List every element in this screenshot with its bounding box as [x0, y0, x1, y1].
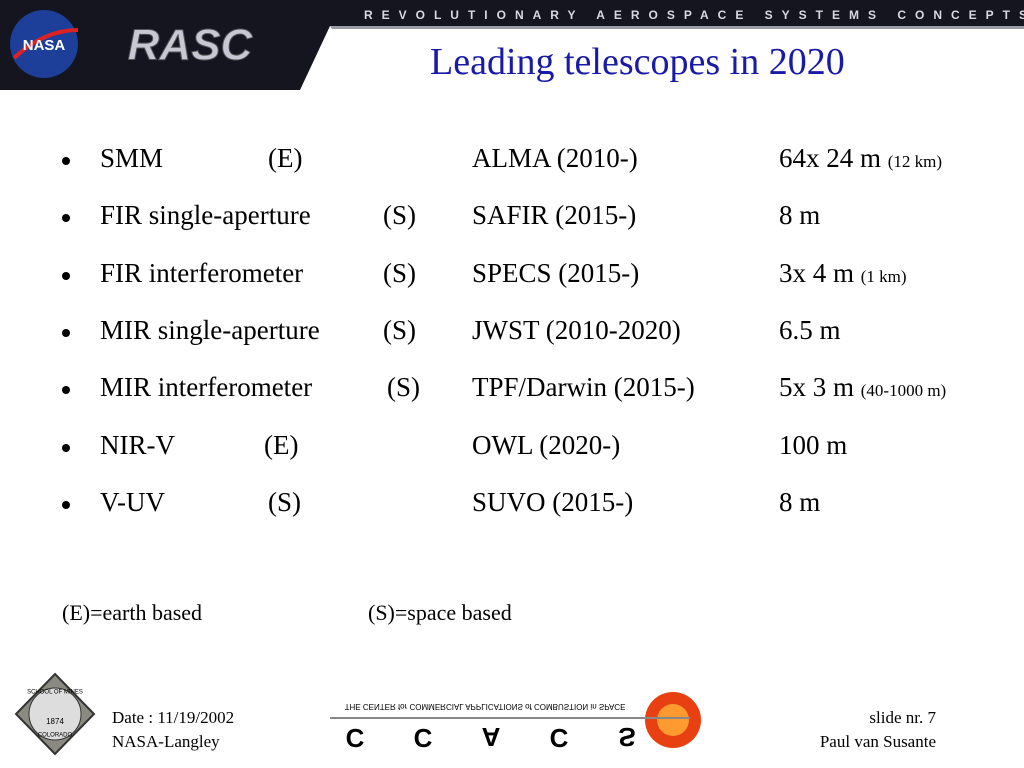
bullet — [62, 443, 70, 452]
ccacs-letter: A — [482, 722, 501, 752]
school-state: COLORADO — [38, 733, 73, 739]
legend-earth: (E)=earth based — [62, 600, 203, 625]
bullet — [62, 214, 70, 223]
mission: TPF/Darwin (2015-) — [472, 372, 695, 403]
mission: ALMA (2010-) — [472, 143, 638, 173]
mission: JWST (2010-2020) — [472, 314, 681, 345]
slide-number: slide nr. 7 — [869, 708, 936, 727]
size-value: 8 m — [779, 200, 821, 231]
bullet — [62, 157, 70, 165]
bullet — [62, 271, 70, 280]
telescope-type: FIR single-aperture — [100, 200, 311, 231]
size: 3x 4 m (1 km) — [779, 258, 907, 289]
size-note: (12 km) — [887, 152, 943, 171]
size: 6.5 m — [779, 315, 841, 346]
site: (S) — [268, 486, 301, 517]
size: 100 m — [779, 430, 847, 461]
telescope-type: MIR single-aperture — [100, 314, 320, 345]
site: (E) — [264, 429, 299, 460]
site: (S) — [387, 372, 420, 403]
site: (S) — [383, 257, 416, 288]
author: Paul van Susante — [819, 732, 936, 751]
mission: SUVO (2015-) — [472, 486, 634, 517]
ccacs-letter: C — [346, 723, 365, 752]
telescope-type: NIR-V — [100, 429, 175, 460]
telescope-type: MIR interferometer — [100, 372, 313, 403]
size: 8 m — [779, 487, 820, 518]
rasc-logo: RASC — [128, 21, 254, 70]
org: NASA-Langley — [112, 732, 220, 751]
telescope-type: FIR interferometer — [100, 257, 304, 288]
legend-space: (S)=space based — [368, 600, 512, 625]
school-year: 1874 — [46, 717, 64, 726]
size-value: 64x 24 m — [779, 143, 882, 173]
nasa-logo: NASA — [23, 37, 66, 54]
ccacs-letter: C — [550, 723, 569, 752]
school-name: SCHOOL OF MINES — [27, 690, 83, 696]
banner: REVOLUTIONARY AEROSPACE SYSTEMS CONCEPTS — [364, 8, 1024, 22]
bullet — [62, 386, 70, 395]
telescope-type: V-UV — [100, 486, 166, 517]
bullet — [62, 500, 70, 509]
header-graphic: REVOLUTIONARY AEROSPACE SYSTEMS CONCEPTS… — [0, 0, 1024, 90]
size: 5x 3 m (40-1000 m) — [779, 372, 946, 403]
size: 64x 24 m (12 km) — [779, 143, 942, 174]
ccacs-letter: C — [414, 723, 433, 752]
title: Leading telescopes in 2020 — [430, 41, 845, 83]
size-note: (1 km) — [860, 266, 907, 286]
site: (E) — [268, 143, 303, 173]
size: 8 m — [779, 200, 820, 231]
site: (S) — [383, 200, 416, 231]
mission: SPECS (2015-) — [472, 257, 640, 288]
ccacs-letter: S — [618, 722, 635, 752]
size-value: 6.5 m — [779, 314, 841, 345]
size-value: 100 m — [779, 429, 848, 460]
size-note: (40-1000 m) — [860, 381, 947, 401]
bullet — [62, 328, 70, 337]
size-value: 3x 4 m — [779, 257, 855, 288]
size-value: 8 m — [779, 486, 821, 517]
school-logo: SCHOOL OF MINES 1874 COLORADO — [14, 672, 96, 756]
telescope-type: SMM — [100, 143, 164, 173]
date: Date : 11/19/2002 — [112, 708, 235, 727]
mission: OWL (2020-) — [472, 429, 621, 460]
size-value: 5x 3 m — [779, 372, 855, 403]
ccacs-caption: THE CENTER for COMMERCIAL APPLICATIONS o… — [345, 702, 626, 711]
mission: SAFIR (2015-) — [472, 200, 637, 231]
site: (S) — [383, 314, 416, 345]
ccacs-logo: THE CENTER for COMMERCIAL APPLICATIONS o… — [330, 692, 701, 752]
